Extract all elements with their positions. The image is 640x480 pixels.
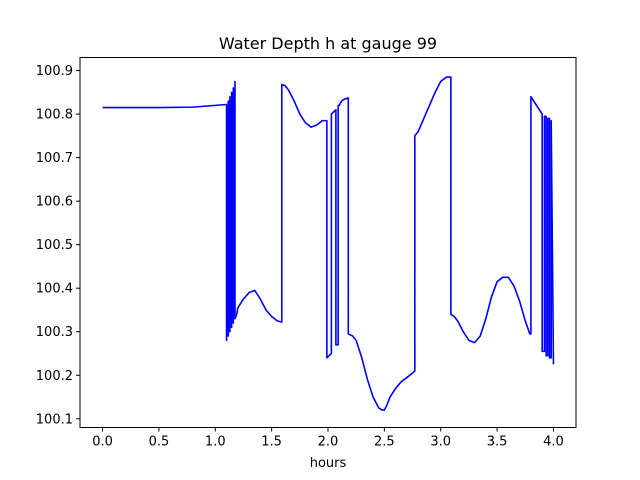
y-tick-label: 100.7 — [36, 151, 73, 166]
y-tick-label: 100.3 — [36, 325, 73, 340]
x-tick-label: 0.0 — [92, 435, 113, 450]
plot-area — [102, 76, 555, 411]
x-axis-label: hours — [310, 456, 347, 471]
y-tick-label: 100.9 — [36, 64, 73, 79]
x-axis: 0.0 0.5 1.0 1.5 2.0 2.5 3.0 3.5 4.0 — [92, 427, 564, 450]
x-tick-label: 2.5 — [374, 435, 395, 450]
axes-frame — [79, 57, 577, 428]
x-tick-label: 3.5 — [487, 435, 508, 450]
x-tick-label: 1.5 — [261, 435, 282, 450]
y-tick-label: 100.6 — [36, 195, 73, 210]
x-tick-label: 3.0 — [430, 435, 451, 450]
y-axis: 100.1 100.2 100.3 100.4 100.5 100.6 100.7 100.8… — [36, 64, 80, 427]
y-tick-label: 100.8 — [36, 108, 73, 123]
chart-title: Water Depth h at gauge 99 — [219, 34, 437, 53]
y-tick-label: 100.4 — [36, 282, 73, 297]
y-tick-label: 100.1 — [36, 412, 73, 427]
x-tick-label: 4.0 — [543, 435, 564, 450]
x-tick-label: 1.0 — [205, 435, 226, 450]
y-tick-label: 100.5 — [36, 238, 73, 253]
y-tick-label: 100.2 — [36, 369, 73, 384]
series-line-0 — [102, 76, 555, 411]
x-tick-label: 2.0 — [318, 435, 339, 450]
x-tick-label: 0.5 — [149, 435, 170, 450]
